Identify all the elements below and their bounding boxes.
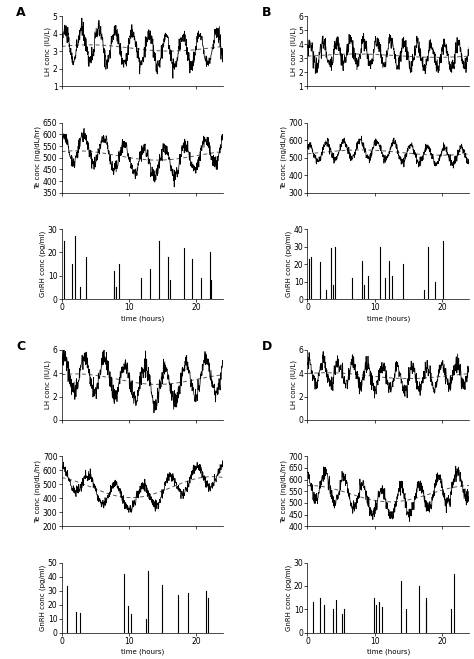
Y-axis label: GnRH conc (pg/ml): GnRH conc (pg/ml) bbox=[40, 231, 46, 297]
Y-axis label: Te conc (ng/dL/hr): Te conc (ng/dL/hr) bbox=[281, 127, 287, 189]
X-axis label: time (hours): time (hours) bbox=[121, 315, 164, 322]
Y-axis label: LH conc (IU/L): LH conc (IU/L) bbox=[291, 27, 297, 76]
Text: D: D bbox=[262, 339, 273, 353]
X-axis label: time (hours): time (hours) bbox=[121, 648, 164, 655]
Y-axis label: GnRH conc (pg/ml): GnRH conc (pg/ml) bbox=[286, 565, 292, 631]
Y-axis label: LH conc (IU/L): LH conc (IU/L) bbox=[45, 360, 51, 409]
X-axis label: time (hours): time (hours) bbox=[367, 315, 410, 322]
Text: B: B bbox=[262, 6, 272, 19]
Y-axis label: Te conc (ng/dL/hr): Te conc (ng/dL/hr) bbox=[281, 460, 287, 523]
X-axis label: time (hours): time (hours) bbox=[367, 648, 410, 655]
Y-axis label: GnRH conc (pg/ml): GnRH conc (pg/ml) bbox=[40, 565, 46, 631]
Y-axis label: Te conc (ng/dL/hr): Te conc (ng/dL/hr) bbox=[35, 460, 41, 523]
Y-axis label: LH conc (IU/L): LH conc (IU/L) bbox=[291, 360, 297, 409]
Y-axis label: GnRH conc (pg/ml): GnRH conc (pg/ml) bbox=[286, 231, 292, 297]
Y-axis label: LH conc (IU/L): LH conc (IU/L) bbox=[45, 27, 51, 76]
Text: A: A bbox=[16, 6, 26, 19]
Y-axis label: Te conc (ng/dL/hr): Te conc (ng/dL/hr) bbox=[35, 127, 41, 189]
Text: C: C bbox=[16, 339, 26, 353]
